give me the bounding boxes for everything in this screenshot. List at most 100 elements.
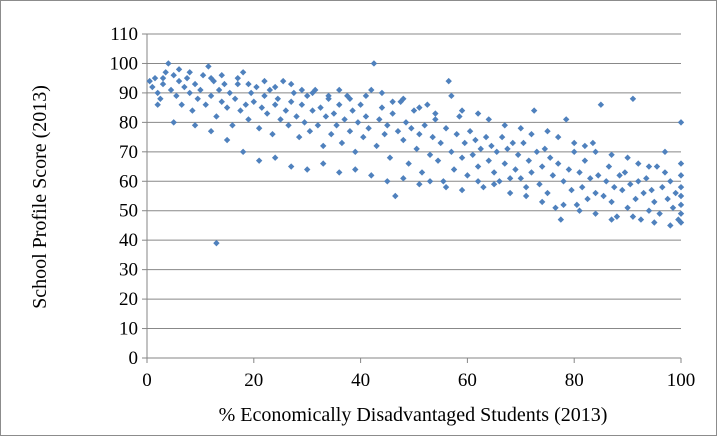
data-point: [482, 133, 490, 141]
data-point: [338, 139, 346, 147]
data-point: [485, 157, 492, 164]
data-point: [557, 216, 565, 223]
data-point: [458, 107, 466, 114]
data-point: [528, 169, 535, 176]
data-point: [445, 77, 452, 85]
data-point: [360, 133, 367, 141]
data-point: [170, 119, 177, 126]
data-point: [426, 178, 434, 185]
data-point: [336, 101, 343, 108]
data-point: [421, 122, 428, 129]
data-point: [603, 178, 610, 185]
data-point: [432, 116, 439, 123]
data-point: [250, 98, 257, 105]
data-point: [381, 130, 388, 138]
data-point: [402, 119, 410, 126]
data-point: [418, 169, 426, 176]
data-point: [621, 169, 629, 176]
data-point: [571, 139, 578, 147]
data-point: [306, 128, 314, 135]
data-point: [186, 89, 193, 97]
data-point: [213, 113, 220, 120]
data-point: [589, 139, 597, 147]
data-point: [159, 74, 167, 82]
data-point: [493, 148, 500, 156]
x-tick-labels: 0 20 40 60 80 100: [142, 370, 695, 391]
data-point: [498, 133, 506, 141]
data-point: [384, 122, 391, 129]
data-point: [154, 89, 161, 97]
data-point: [490, 169, 498, 176]
data-point: [466, 128, 474, 135]
data-point: [295, 133, 303, 141]
data-point: [205, 63, 212, 70]
data-point: [512, 166, 519, 173]
data-point: [522, 183, 530, 191]
data-point: [189, 107, 196, 114]
data-point: [562, 116, 570, 123]
data-point: [218, 72, 225, 79]
data-point: [234, 80, 241, 88]
data-point: [651, 198, 658, 206]
data-point: [600, 192, 607, 200]
data-point: [552, 204, 559, 211]
data-point: [151, 74, 159, 82]
data-point: [544, 128, 551, 135]
data-point: [592, 148, 599, 156]
y-tick-label: 0: [129, 348, 139, 369]
data-point: [165, 60, 172, 67]
data-point: [640, 189, 647, 197]
data-point: [627, 181, 634, 188]
data-point: [675, 216, 682, 223]
data-point: [175, 66, 183, 73]
data-point: [191, 80, 199, 88]
data-point: [207, 128, 215, 135]
data-point: [263, 110, 271, 117]
data-point: [413, 145, 420, 153]
data-point: [354, 119, 362, 126]
data-point: [314, 122, 322, 129]
data-point: [587, 175, 594, 182]
data-point: [392, 192, 399, 200]
axes: [142, 33, 682, 363]
data-point: [239, 148, 247, 156]
data-point: [333, 122, 340, 129]
data-point: [159, 80, 167, 88]
data-point: [490, 181, 498, 188]
data-point: [368, 172, 375, 179]
data-point: [154, 101, 161, 108]
data-point: [405, 160, 412, 167]
data-point: [298, 101, 306, 108]
data-point: [207, 92, 215, 100]
data-point: [576, 207, 583, 214]
y-tick-label: 10: [119, 319, 138, 340]
data-point: [261, 77, 268, 85]
data-point: [651, 219, 658, 226]
data-point: [501, 122, 508, 129]
data-point: [400, 95, 407, 102]
data-point: [477, 145, 484, 153]
data-point: [677, 219, 685, 226]
data-point: [659, 183, 666, 191]
data-point: [608, 216, 615, 223]
data-point: [448, 148, 455, 156]
data-point: [677, 172, 685, 179]
data-point: [258, 104, 266, 111]
data-point: [341, 116, 348, 123]
data-point: [632, 195, 639, 203]
data-point: [656, 210, 663, 217]
data-point: [357, 101, 364, 108]
x-tick-label: 100: [667, 370, 696, 391]
data-point: [536, 181, 543, 188]
data-point: [434, 157, 442, 164]
data-point: [448, 92, 455, 100]
data-point: [349, 107, 356, 114]
data-point: [247, 89, 255, 97]
x-tick-label: 40: [351, 370, 370, 391]
data-point: [183, 74, 191, 82]
data-point: [579, 183, 586, 191]
data-point: [624, 154, 631, 161]
data-point: [544, 189, 551, 197]
data-point: [410, 107, 418, 114]
